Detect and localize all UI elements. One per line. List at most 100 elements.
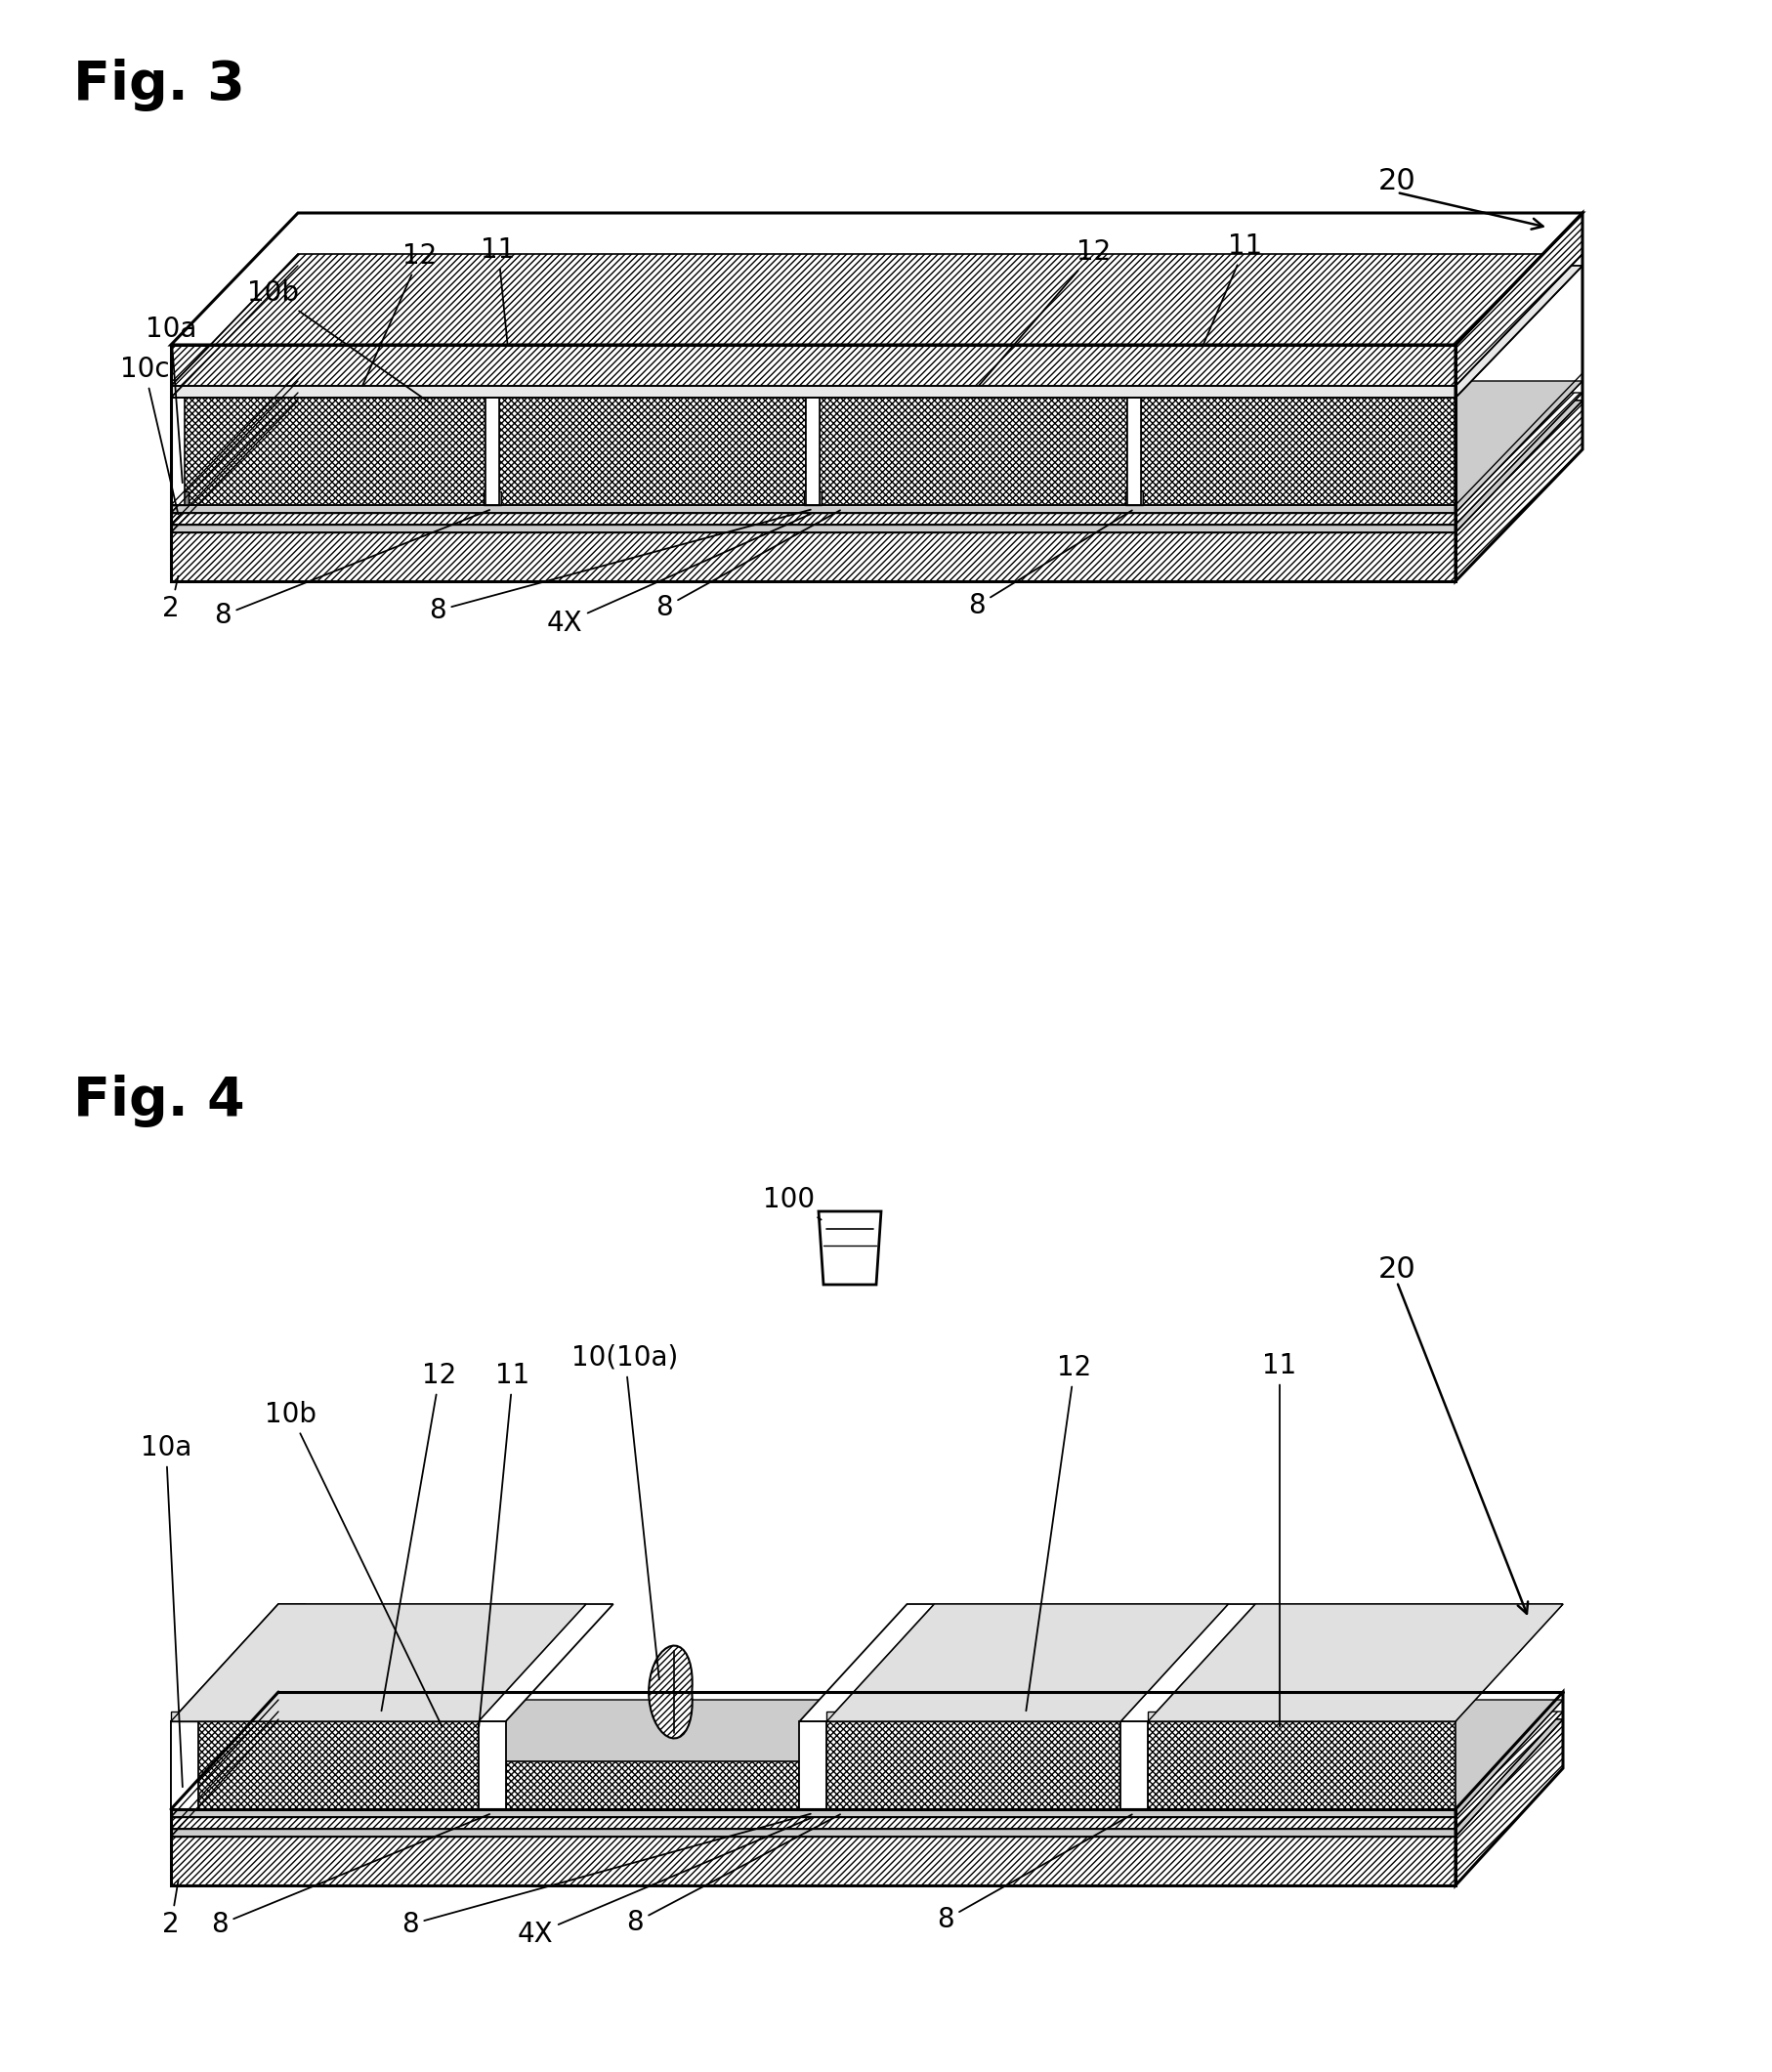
Polygon shape [170, 1604, 305, 1722]
Polygon shape [806, 398, 820, 506]
Text: 11: 11 [1201, 232, 1262, 346]
Text: 100: 100 [764, 1185, 820, 1220]
Polygon shape [170, 1722, 478, 1809]
Polygon shape [1127, 265, 1267, 398]
Polygon shape [170, 265, 1582, 398]
Polygon shape [170, 400, 1582, 533]
Polygon shape [170, 1711, 1563, 1830]
Polygon shape [1120, 1722, 1148, 1809]
Polygon shape [1125, 1796, 1143, 1809]
Polygon shape [486, 265, 626, 398]
Polygon shape [170, 514, 1455, 524]
Polygon shape [804, 491, 822, 506]
Polygon shape [484, 1796, 501, 1809]
Polygon shape [1120, 1604, 1255, 1722]
Polygon shape [170, 524, 1455, 533]
Polygon shape [1127, 398, 1141, 506]
Polygon shape [170, 1699, 1563, 1817]
Polygon shape [170, 1604, 585, 1722]
Polygon shape [170, 398, 184, 506]
Text: 8: 8 [214, 510, 489, 630]
Polygon shape [170, 1720, 1563, 1836]
Polygon shape [170, 533, 1455, 582]
Text: 2: 2 [163, 576, 179, 622]
Polygon shape [1141, 398, 1455, 506]
Polygon shape [498, 265, 932, 398]
Polygon shape [799, 1722, 826, 1809]
Text: 8: 8 [626, 1815, 840, 1935]
Polygon shape [170, 398, 486, 506]
Polygon shape [1455, 1720, 1563, 1886]
Text: 11: 11 [478, 1361, 530, 1726]
Text: 10a: 10a [140, 1434, 191, 1786]
Polygon shape [498, 398, 806, 506]
Polygon shape [819, 1212, 881, 1285]
Polygon shape [649, 1645, 691, 1738]
Polygon shape [478, 1722, 505, 1809]
Text: 10b: 10b [266, 1401, 441, 1726]
Text: 20: 20 [1377, 166, 1416, 195]
Polygon shape [1455, 400, 1582, 582]
Polygon shape [170, 1722, 198, 1809]
Polygon shape [820, 265, 1255, 398]
Polygon shape [1141, 265, 1582, 398]
Polygon shape [1148, 1604, 1563, 1722]
Polygon shape [170, 1809, 1455, 1817]
Polygon shape [170, 1796, 188, 1809]
Text: 10b: 10b [248, 280, 431, 404]
Polygon shape [170, 1830, 1455, 1836]
Polygon shape [170, 1711, 478, 1722]
Polygon shape [1148, 1711, 1455, 1722]
Polygon shape [170, 1604, 585, 1722]
Text: 4X: 4X [546, 514, 810, 636]
Text: 8: 8 [968, 510, 1132, 620]
Polygon shape [826, 1604, 1228, 1722]
Polygon shape [806, 265, 946, 398]
Polygon shape [505, 1761, 799, 1809]
Text: 2: 2 [163, 1879, 179, 1937]
Polygon shape [170, 385, 1455, 398]
Text: Fig. 3: Fig. 3 [73, 58, 245, 112]
Text: Fig. 4: Fig. 4 [73, 1075, 245, 1127]
Polygon shape [799, 1604, 934, 1722]
Text: 8: 8 [402, 1813, 810, 1937]
Text: 8: 8 [936, 1815, 1131, 1933]
Polygon shape [804, 1796, 822, 1809]
Polygon shape [170, 265, 611, 398]
Text: 12: 12 [381, 1361, 457, 1711]
Text: 8: 8 [656, 510, 840, 622]
Polygon shape [170, 1817, 1455, 1830]
Polygon shape [170, 400, 1582, 533]
Text: 12: 12 [1026, 1353, 1092, 1711]
Polygon shape [484, 491, 501, 506]
Text: 12: 12 [978, 238, 1111, 385]
Polygon shape [826, 1711, 1120, 1722]
Text: 8: 8 [429, 510, 810, 624]
Polygon shape [170, 255, 1582, 385]
Polygon shape [486, 398, 498, 506]
Text: 20: 20 [1377, 1256, 1416, 1285]
Polygon shape [1125, 491, 1143, 506]
Polygon shape [170, 491, 188, 506]
Polygon shape [1148, 1604, 1563, 1722]
Polygon shape [170, 381, 1582, 514]
Polygon shape [170, 394, 1582, 524]
Polygon shape [170, 344, 1455, 385]
Polygon shape [170, 506, 1455, 514]
Polygon shape [820, 398, 1127, 506]
Polygon shape [478, 1604, 613, 1722]
Text: 10a: 10a [145, 315, 197, 483]
Polygon shape [170, 1836, 1455, 1886]
Text: 12: 12 [361, 242, 438, 385]
Text: 10c: 10c [120, 356, 177, 514]
Polygon shape [826, 1604, 1228, 1722]
Text: 4X: 4X [517, 1817, 810, 1948]
Polygon shape [1455, 213, 1582, 385]
Polygon shape [170, 1720, 1563, 1836]
Text: 8: 8 [211, 1815, 489, 1937]
Polygon shape [826, 1722, 1120, 1809]
Text: 11: 11 [1262, 1353, 1295, 1726]
Polygon shape [1148, 1722, 1455, 1809]
Text: 10(10a): 10(10a) [572, 1345, 679, 1680]
Text: 11: 11 [480, 236, 516, 346]
